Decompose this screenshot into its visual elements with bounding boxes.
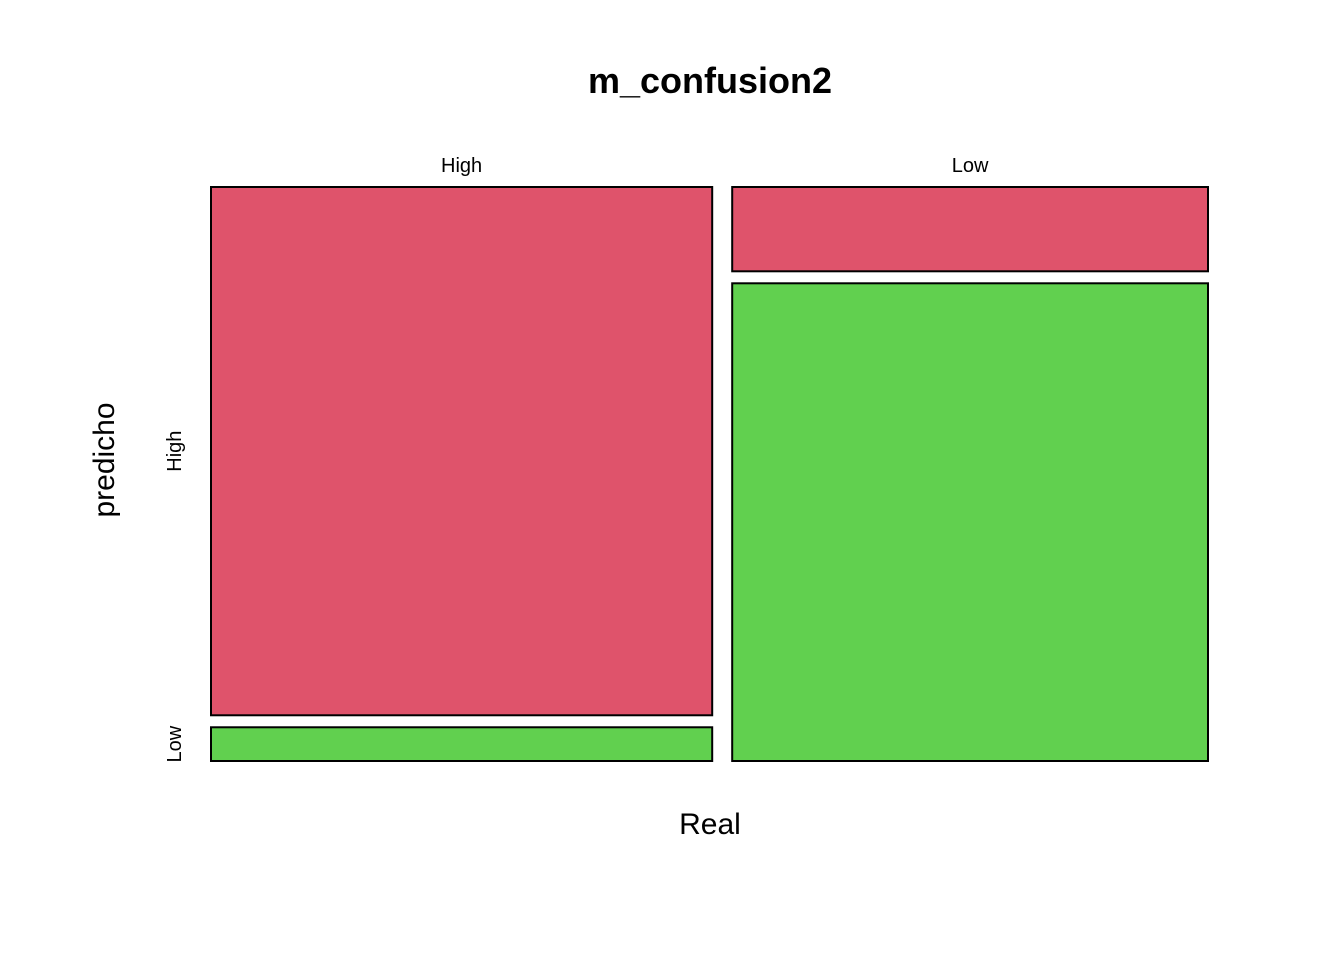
x-axis-label: Real [679,808,741,841]
y-tick-labels: High Low [164,431,186,763]
tile-real-high-predicho-high [210,186,714,717]
x-tick-label-high: High [441,155,482,177]
y-tick-label-low: Low [164,725,186,762]
x-tick-label-low: Low [952,155,989,177]
mosaic-tiles [210,186,1209,763]
x-tick-labels: High Low [441,155,989,177]
tile-real-low-predicho-high [731,186,1209,273]
y-axis-label: predicho [88,402,121,517]
tile-real-low-predicho-low [731,282,1209,762]
y-tick-label-high: High [164,431,186,472]
chart-title: m_confusion2 [588,60,832,101]
tile-real-high-predicho-low [210,726,714,763]
